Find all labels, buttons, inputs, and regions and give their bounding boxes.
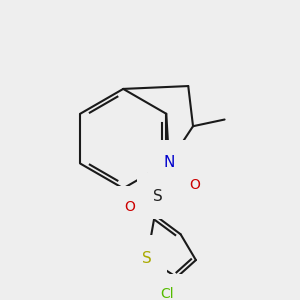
Text: O: O — [190, 178, 200, 193]
Text: Cl: Cl — [160, 287, 174, 300]
Text: N: N — [164, 155, 175, 170]
Text: O: O — [124, 200, 135, 214]
Text: S: S — [142, 251, 152, 266]
Text: S: S — [153, 188, 163, 203]
